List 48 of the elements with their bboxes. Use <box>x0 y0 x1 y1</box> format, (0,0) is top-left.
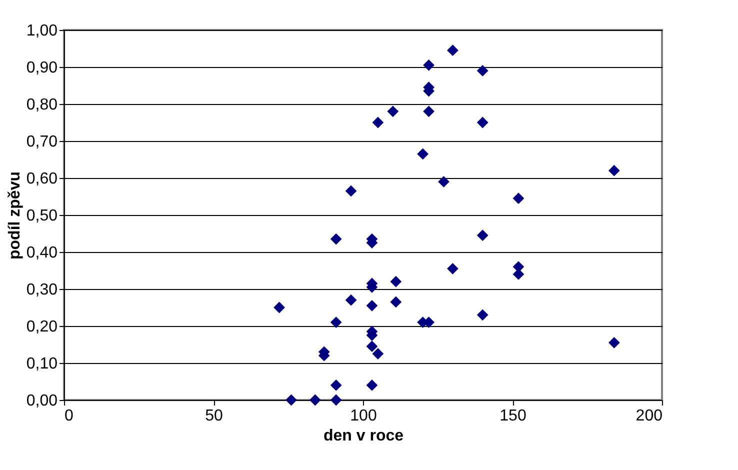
point <box>345 185 357 197</box>
point <box>366 300 378 312</box>
point <box>447 262 458 274</box>
y-tick-label: 1,00 <box>26 22 58 40</box>
x-axis-title: den v roce <box>323 428 404 444</box>
y-tick-label: 0,80 <box>26 96 58 114</box>
point <box>330 316 342 328</box>
point <box>476 65 488 76</box>
point <box>390 276 402 288</box>
point <box>608 164 620 176</box>
point <box>309 394 321 406</box>
point <box>608 336 620 348</box>
x-tick-label: 150 <box>500 408 526 424</box>
y-tick-label: 0,10 <box>26 356 58 372</box>
point <box>417 148 428 160</box>
x-tick-label: 0 <box>64 408 74 424</box>
x-tick-label: 100 <box>350 408 377 424</box>
point <box>390 296 402 308</box>
point <box>447 44 458 56</box>
point <box>274 302 285 314</box>
point <box>476 230 488 242</box>
point <box>330 394 342 406</box>
point <box>423 59 434 71</box>
y-tick-label: 0,70 <box>26 134 58 150</box>
point <box>423 106 434 118</box>
point <box>330 380 342 391</box>
point <box>366 380 378 391</box>
point <box>366 340 378 352</box>
point <box>345 294 357 306</box>
point <box>387 106 399 118</box>
point <box>476 309 488 321</box>
point <box>476 116 488 128</box>
x-tick-label: 50 <box>205 408 223 424</box>
y-axis-title: podíl zpěvu <box>6 172 24 260</box>
y-tick-label: 0,40 <box>26 244 58 262</box>
y-tick-label: 0,00 <box>26 392 58 410</box>
y-tick-label: 0,60 <box>26 170 58 188</box>
y-tick-label: 0,30 <box>26 282 58 298</box>
y-tick-label: 0,50 <box>26 208 58 224</box>
point <box>372 348 384 360</box>
y-tick-label: 0,90 <box>26 60 58 76</box>
x-tick-label: 200 <box>636 408 663 424</box>
y-tick-label: 0,20 <box>26 318 58 336</box>
point <box>438 176 450 188</box>
point <box>372 116 384 128</box>
point <box>330 233 342 245</box>
point <box>286 394 297 406</box>
point <box>512 192 524 204</box>
